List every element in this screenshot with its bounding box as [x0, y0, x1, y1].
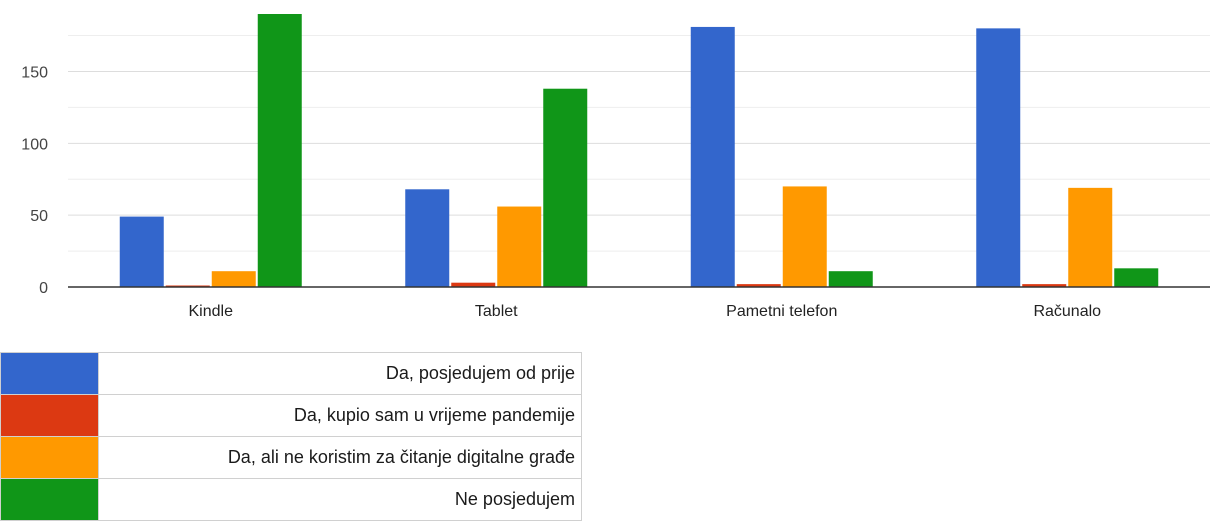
- bar: [451, 282, 496, 287]
- bar-chart: 0 50 100 150 Kindle Tablet Pametni telefon Rač…: [21, 14, 1210, 320]
- x-tick-label: Računalo: [1033, 303, 1101, 320]
- legend-swatch: [0, 478, 99, 521]
- bar: [1114, 268, 1159, 287]
- legend-row: Da, posjedujem od prije: [0, 352, 582, 395]
- x-tick-label: Pametni telefon: [726, 303, 837, 320]
- legend-swatch: [0, 352, 99, 395]
- bar: [257, 14, 302, 287]
- bar: [405, 189, 450, 287]
- bar: [543, 88, 588, 287]
- bar: [976, 28, 1021, 288]
- x-tick-label: Kindle: [189, 303, 234, 320]
- legend-swatch: [0, 394, 99, 437]
- legend: Da, posjedujem od prije Da, kupio sam u v…: [0, 352, 582, 521]
- y-tick-label: 0: [39, 280, 48, 297]
- y-tick-label: 100: [21, 136, 48, 153]
- legend-label: Da, posjedujem od prije: [98, 352, 582, 395]
- gridlines: [68, 35, 1210, 252]
- bars: [119, 14, 1159, 288]
- y-tick-label: 150: [21, 64, 48, 81]
- bar: [1022, 284, 1067, 287]
- legend-label: Da, kupio sam u vrijeme pandemije: [98, 394, 582, 437]
- legend-label: Da, ali ne koristim za čitanje digitalne…: [98, 436, 582, 479]
- bar: [211, 271, 256, 287]
- bar: [1068, 187, 1113, 287]
- bar: [782, 186, 827, 287]
- x-axis-ticks: Kindle Tablet Pametni telefon Računalo: [189, 303, 1102, 320]
- bar: [736, 284, 781, 287]
- bar: [828, 271, 873, 287]
- x-tick-label: Tablet: [475, 303, 518, 320]
- bar: [119, 216, 164, 287]
- y-tick-label: 50: [30, 208, 48, 225]
- legend-row: Ne posjedujem: [0, 478, 582, 521]
- legend-row: Da, ali ne koristim za čitanje digitalne…: [0, 436, 582, 479]
- y-axis-ticks: 0 50 100 150: [21, 64, 48, 297]
- bar: [690, 26, 735, 287]
- legend-row: Da, kupio sam u vrijeme pandemije: [0, 394, 582, 437]
- legend-label: Ne posjedujem: [98, 478, 582, 521]
- legend-swatch: [0, 436, 99, 479]
- bar: [497, 206, 542, 287]
